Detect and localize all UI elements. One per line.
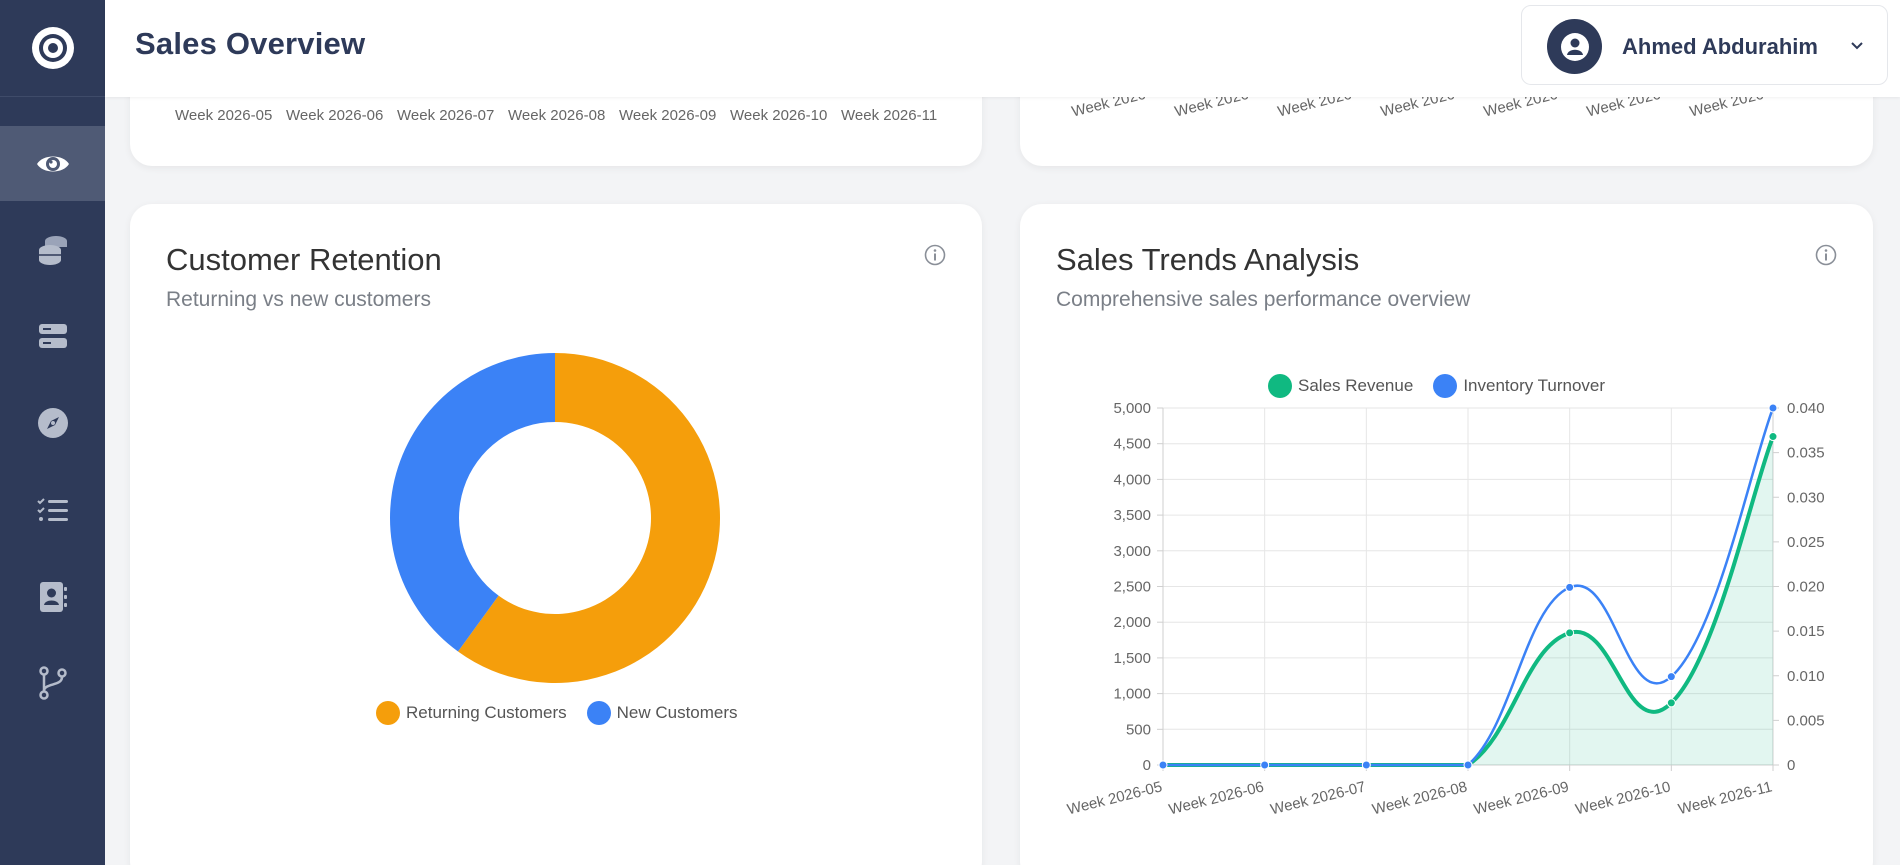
app-logo[interactable] (0, 0, 105, 97)
x-tick-label: Week 2026-09 (1472, 778, 1571, 818)
avatar (1547, 19, 1602, 74)
legend-label-sales-revenue[interactable]: Sales Revenue (1298, 376, 1414, 395)
y-right-tick-label: 0.025 (1787, 534, 1825, 551)
y-left-tick-label: 4,500 (1113, 436, 1151, 453)
y-left-tick-label: 4,000 (1113, 471, 1151, 488)
x-axis-tick-label: Week 2026-11 (841, 107, 938, 124)
data-point-inventory-turnover[interactable] (1666, 672, 1676, 682)
sidebar-item-workflows[interactable] (0, 645, 105, 720)
data-point-sales-revenue[interactable] (1565, 628, 1575, 638)
y-right-tick-label: 0.015 (1787, 623, 1825, 640)
y-right-tick-label: 0.035 (1787, 445, 1825, 462)
y-right-tick-label: 0 (1787, 757, 1795, 774)
sidebar-item-finance[interactable] (0, 212, 105, 287)
page-title: Sales Overview (135, 26, 366, 61)
x-tick-label: Week 2026-10 (1574, 778, 1673, 818)
info-icon[interactable] (1815, 244, 1837, 271)
user-menu[interactable]: Ahmed Abdurahim (1521, 5, 1888, 85)
y-left-tick-label: 3,000 (1113, 543, 1151, 560)
card-title: Customer Retention (166, 242, 442, 277)
data-point-inventory-turnover[interactable] (1361, 760, 1371, 770)
sidebar-item-overview[interactable] (0, 126, 105, 201)
code-branch-icon (38, 665, 67, 700)
y-left-tick-label: 1,500 (1113, 650, 1151, 667)
card-subtitle: Returning vs new customers (166, 288, 431, 311)
coins-icon (38, 235, 67, 265)
x-axis-tick-label: Week 2026-09 (619, 107, 717, 124)
y-left-tick-label: 2,500 (1113, 579, 1151, 596)
y-left-tick-label: 2,000 (1113, 614, 1151, 631)
x-tick-label: Week 2026-06 (1167, 778, 1266, 818)
x-axis-tick-label: Week 2026-06 (286, 107, 384, 124)
card-subtitle: Comprehensive sales performance overview (1056, 288, 1471, 311)
sales-trends-line-chart: 0 500 1,000 1,500 2,000 2,500 3,000 3,500 4,000 4… (1065, 400, 1825, 818)
y-right-tick-label: 0.030 (1787, 489, 1825, 506)
user-name: Ahmed Abdurahim (1622, 34, 1818, 59)
top-header: Sales Overview Ahmed Abdurahim (105, 0, 1900, 97)
data-point-inventory-turnover[interactable] (1768, 403, 1778, 413)
contact-book-icon (39, 581, 67, 612)
legend-label-returning[interactable]: Returning Customers (406, 703, 567, 722)
y-right-tick-label: 0.040 (1787, 400, 1825, 417)
info-icon[interactable] (924, 244, 946, 271)
sidebar-item-tasks[interactable] (0, 472, 105, 547)
x-tick-label: Week 2026-11 (1677, 778, 1774, 818)
server-icon (38, 323, 67, 348)
trends-legend: Sales Revenue Inventory Turnover (1268, 374, 1625, 398)
x-axis-tick-label: Week 2026-08 (508, 107, 606, 124)
data-point-inventory-turnover[interactable] (1565, 582, 1575, 592)
y-right-tick-label: 0.005 (1787, 712, 1825, 729)
x-axis-tick-label: Week 2026-07 (397, 107, 495, 124)
legend-swatch-new (586, 701, 611, 725)
y-left-tick-label: 0 (1143, 757, 1151, 774)
y-left-tick-label: 3,500 (1113, 507, 1151, 524)
user-avatar-icon (1560, 32, 1589, 61)
y-right-tick-label: 0.010 (1787, 668, 1825, 685)
retention-legend: Returning Customers New Customers (376, 701, 758, 725)
legend-label-inventory-turnover[interactable]: Inventory Turnover (1463, 376, 1606, 395)
card-title: Sales Trends Analysis (1056, 242, 1360, 277)
eye-icon (36, 156, 69, 171)
legend-label-new[interactable]: New Customers (616, 703, 738, 722)
data-point-sales-revenue[interactable] (1768, 432, 1778, 442)
y-left-tick-label: 5,000 (1113, 400, 1151, 417)
x-axis-tick-label: Week 2026-10 (730, 107, 828, 124)
donut-slice-new-customers[interactable] (390, 353, 555, 652)
x-tick-label: Week 2026-07 (1269, 778, 1368, 818)
y-left-tick-label: 1,000 (1113, 686, 1151, 703)
retention-donut-chart (390, 353, 720, 683)
task-list-icon (36, 497, 68, 521)
y-right-tick-label: 0.020 (1787, 579, 1825, 596)
x-axis-tick-label: Week 2026-05 (175, 107, 273, 124)
donut-slice-returning-customers[interactable] (458, 353, 720, 683)
legend-swatch-sales-revenue (1268, 374, 1292, 398)
customer-retention-card: Customer Retention Returning vs new cust… (130, 204, 982, 865)
sidebar-item-explore[interactable] (0, 385, 105, 460)
data-point-sales-revenue[interactable] (1666, 698, 1676, 708)
sidebar-item-contacts[interactable] (0, 559, 105, 634)
legend-swatch-returning (376, 701, 400, 725)
data-point-inventory-turnover[interactable] (1260, 760, 1270, 770)
x-tick-label: Week 2026-08 (1370, 778, 1469, 818)
series-line-inventory-turnover[interactable] (1163, 407, 1775, 767)
compass-icon (37, 407, 68, 438)
chevron-down-icon[interactable] (1849, 39, 1865, 57)
x-tick-label: Week 2026-05 (1065, 778, 1164, 818)
y-left-tick-label: 500 (1126, 721, 1151, 738)
target-logo-icon (31, 27, 74, 69)
data-point-inventory-turnover[interactable] (1158, 760, 1168, 770)
sales-trends-card: Sales Trends Analysis Comprehensive sale… (1020, 204, 1873, 865)
sidebar-item-inventory[interactable] (0, 298, 105, 373)
legend-swatch-inventory-turnover (1433, 374, 1458, 398)
data-point-inventory-turnover[interactable] (1463, 760, 1473, 770)
sidebar (0, 0, 105, 865)
